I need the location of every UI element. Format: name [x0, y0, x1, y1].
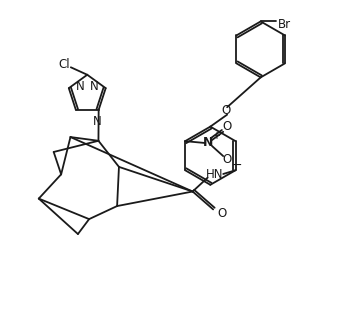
Text: +: + [212, 131, 220, 141]
Text: −: − [232, 159, 242, 172]
Text: Br: Br [278, 18, 291, 31]
Text: N: N [203, 136, 213, 149]
Text: Cl: Cl [58, 58, 70, 71]
Text: O: O [222, 153, 231, 166]
Text: O: O [217, 207, 226, 220]
Text: N: N [76, 80, 85, 93]
Text: O: O [222, 120, 231, 133]
Text: HN: HN [206, 168, 224, 181]
Text: N: N [90, 80, 98, 93]
Text: O: O [222, 104, 231, 117]
Text: N: N [93, 115, 101, 128]
